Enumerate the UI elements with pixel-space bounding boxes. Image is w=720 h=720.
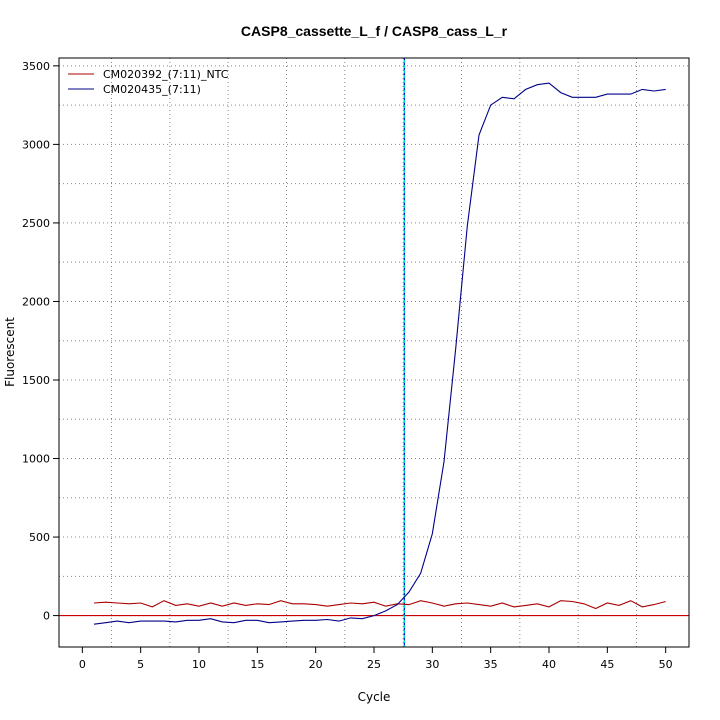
y-tick-label: 3000 <box>22 138 50 151</box>
x-tick-label: 25 <box>367 658 381 671</box>
y-tick-label: 500 <box>29 531 50 544</box>
plot-frame <box>58 57 690 648</box>
y-tick-label: 1500 <box>22 374 50 387</box>
series-line-1 <box>93 600 666 610</box>
y-tick-label: 0 <box>43 610 50 623</box>
x-tick-label: 30 <box>425 658 439 671</box>
x-tick-label: 40 <box>542 658 556 671</box>
x-axis-label: Cycle <box>358 690 391 704</box>
y-axis-label: Fluorescent <box>3 317 17 387</box>
x-axis: 0 5 10 15 20 25 30 35 40 45 50 <box>79 646 673 671</box>
legend-label: CM020392_(7:11)_NTC <box>103 68 229 81</box>
y-axis: 0 500 1000 1500 2000 2500 3000 3500 <box>22 60 60 623</box>
y-tick-label: 2500 <box>22 217 50 230</box>
x-tick-label: 45 <box>600 658 614 671</box>
legend: CM020392_(7:11)_NTC CM020435_(7:11) <box>68 68 229 96</box>
x-tick-label: 50 <box>659 658 673 671</box>
x-tick-label: 10 <box>192 658 206 671</box>
series-line-2 <box>93 82 666 625</box>
series-layer <box>93 82 666 625</box>
chart-title: CASP8_cassette_L_f / CASP8_cass_L_r <box>241 23 508 39</box>
x-tick-label: 5 <box>137 658 144 671</box>
y-tick-label: 2000 <box>22 295 50 308</box>
x-tick-label: 35 <box>484 658 498 671</box>
x-tick-label: 15 <box>250 658 264 671</box>
legend-label: CM020435_(7:11) <box>103 83 201 96</box>
reference-lines <box>59 58 689 647</box>
y-tick-label: 1000 <box>22 453 50 466</box>
x-tick-label: 0 <box>79 658 86 671</box>
grid <box>59 58 689 647</box>
x-tick-label: 20 <box>309 658 323 671</box>
y-tick-label: 3500 <box>22 60 50 73</box>
